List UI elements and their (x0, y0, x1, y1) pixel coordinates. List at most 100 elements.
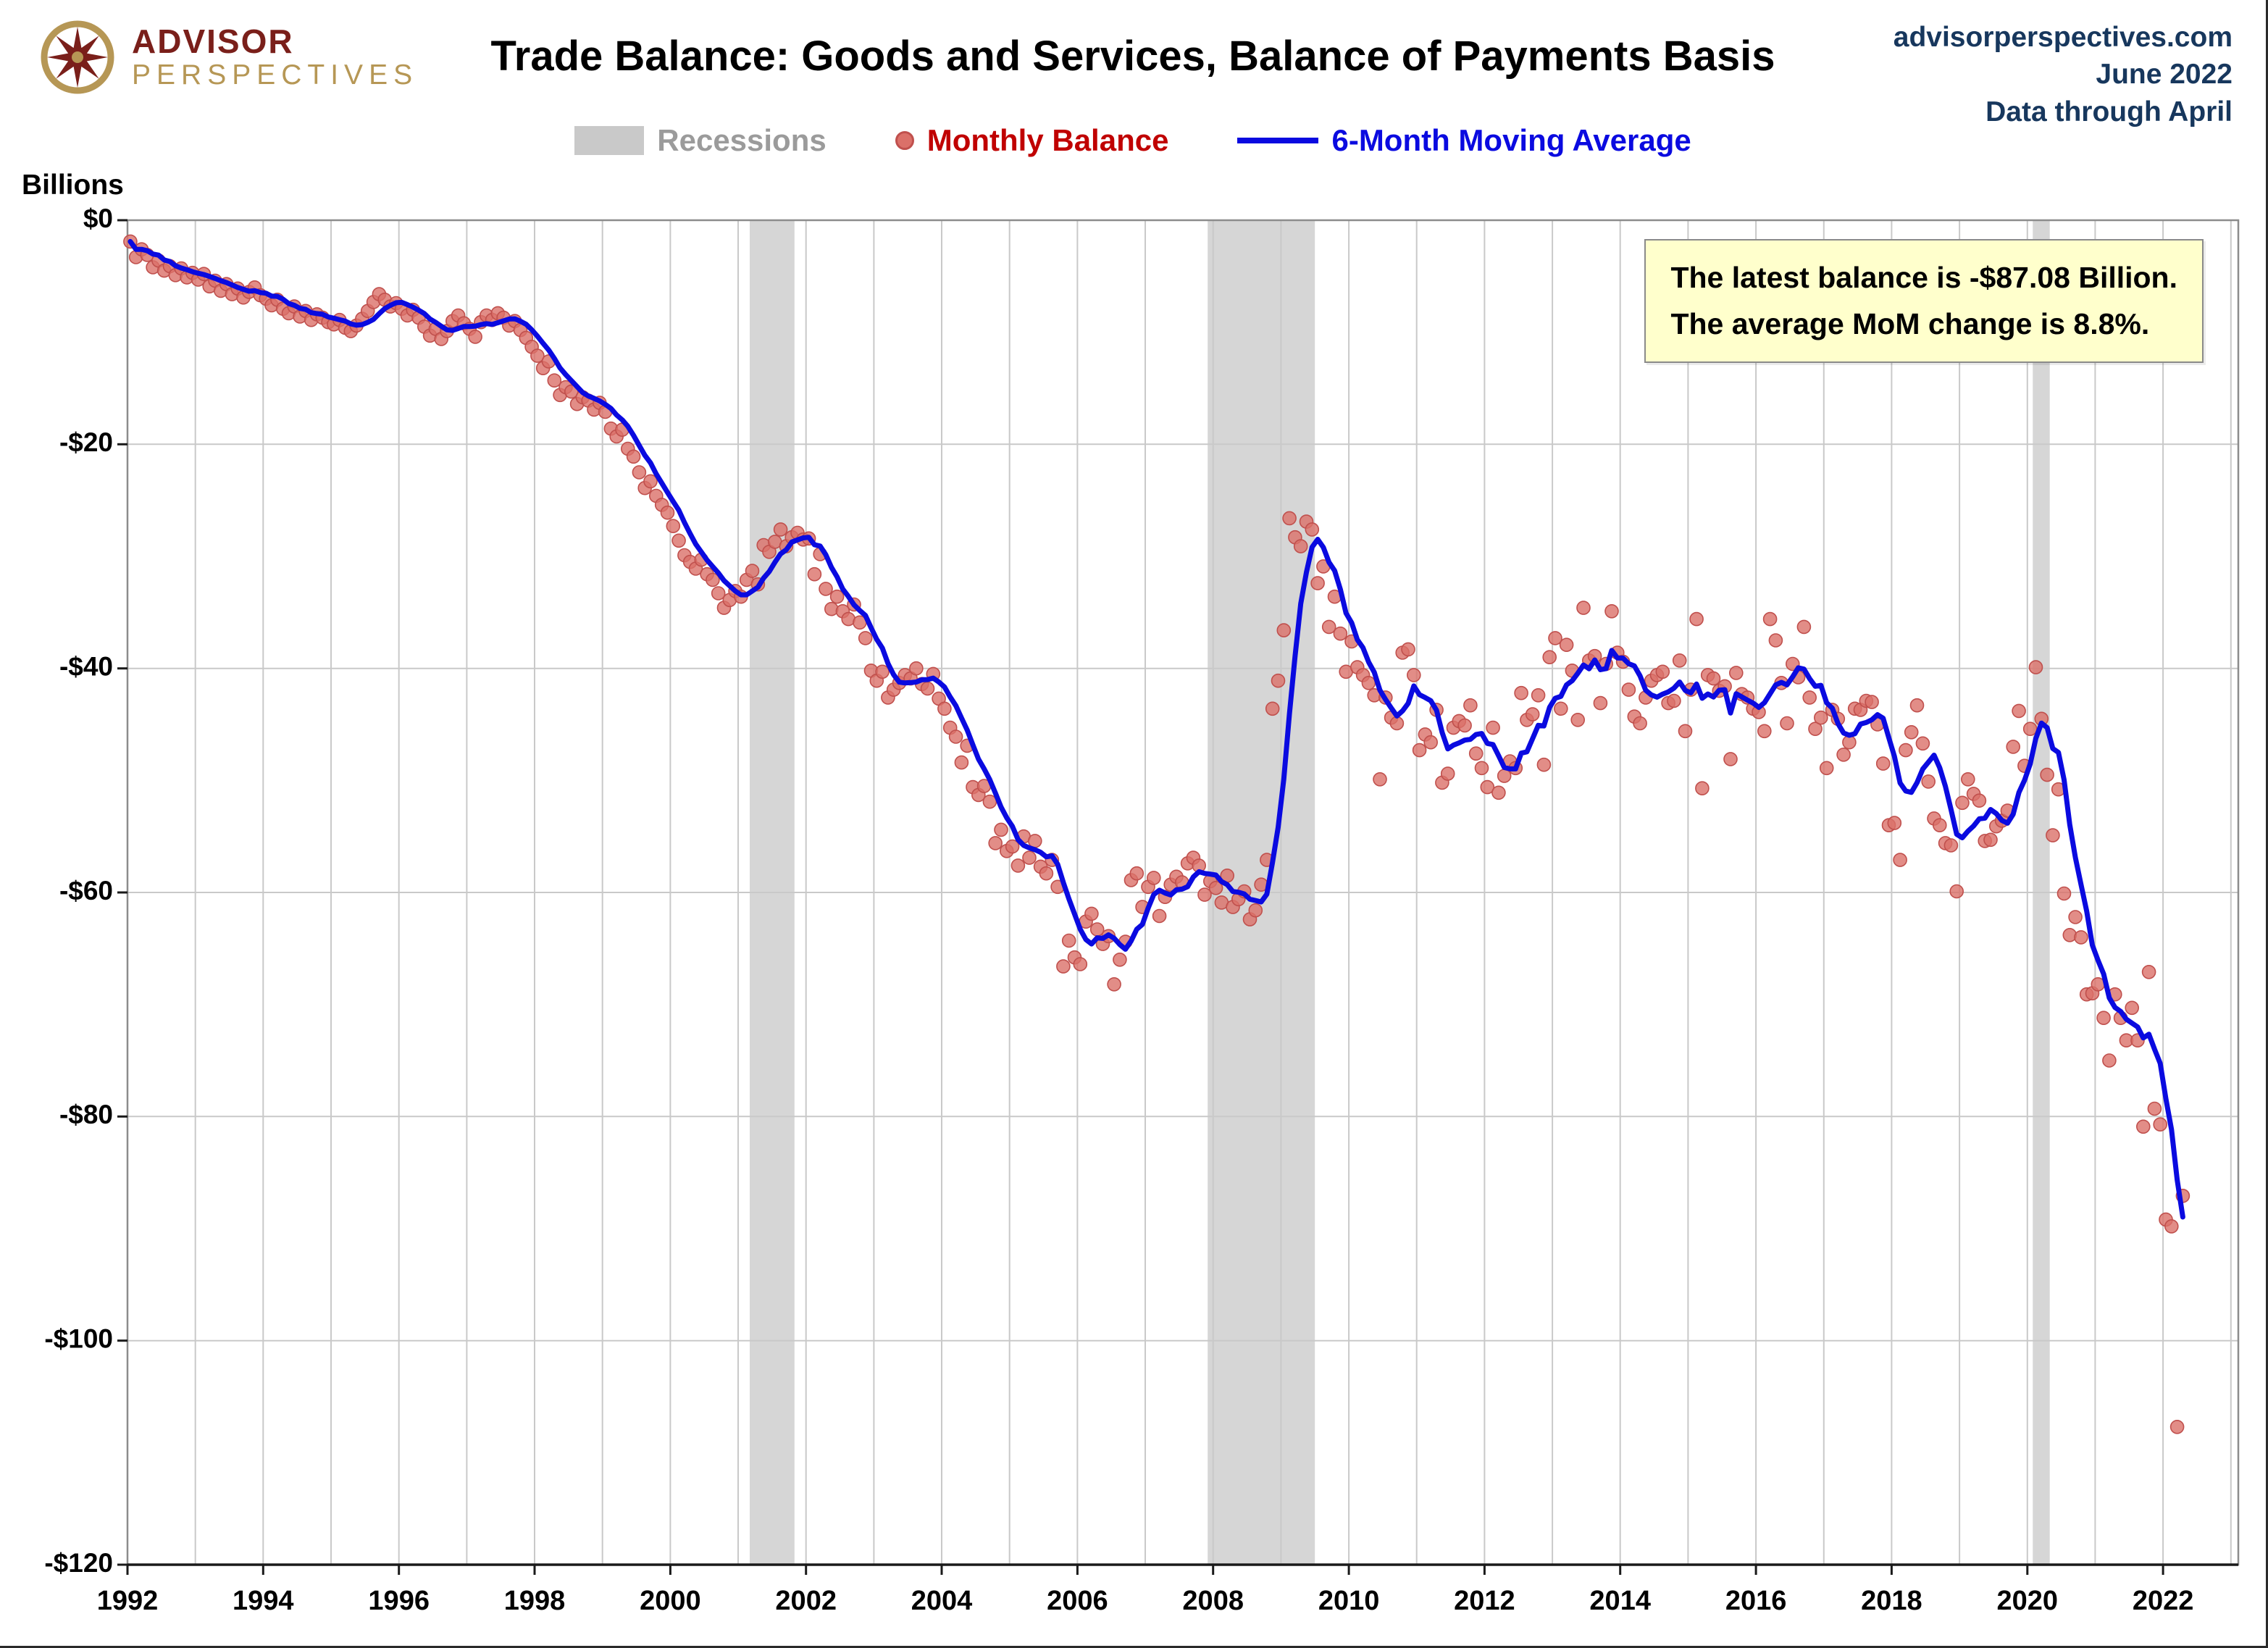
monthly-dot (1271, 673, 1286, 688)
monthly-dot (1373, 772, 1387, 787)
page-title: Trade Balance: Goods and Services, Balan… (490, 33, 1775, 80)
monthly-dot (1909, 698, 1925, 713)
monthly-dot (1796, 619, 1812, 635)
logo-text: ADVISOR PERSPECTIVES (132, 23, 418, 91)
x-tick-label: 2022 (2133, 1586, 2194, 1616)
y-tick-label: -$80 (59, 1100, 113, 1129)
monthly-dot (1915, 736, 1930, 751)
monthly-dot (1407, 668, 1421, 682)
monthly-dot (1248, 903, 1263, 918)
monthly-dot (2012, 703, 2026, 719)
monthly-dot (547, 373, 562, 388)
monthly-dot (2125, 1000, 2139, 1016)
monthly-dot (2028, 660, 2043, 674)
monthly-dot (1152, 908, 1167, 924)
x-tick-label: 2000 (640, 1586, 701, 1616)
monthly-dot (1604, 603, 1619, 619)
monthly-dot (1548, 631, 1562, 645)
callout-line1: The latest balance is -$87.08 Billion. (1670, 261, 2177, 294)
monthly-dot (2056, 886, 2072, 901)
monthly-dot (1005, 839, 1020, 854)
monthly-dot (1678, 724, 1693, 739)
monthly-dot (1808, 721, 1823, 737)
x-tick-label: 1996 (368, 1586, 430, 1616)
monthly-dot (773, 522, 788, 537)
monthly-dot (858, 631, 873, 645)
monthly-dot (1723, 752, 1738, 766)
recession-swatch (574, 126, 645, 155)
monthly-dot (909, 661, 924, 676)
monthly-dot (1943, 838, 1959, 853)
monthly-dot (1729, 666, 1744, 680)
monthly-dot (2040, 767, 2054, 782)
monthly-dot (1514, 685, 1528, 700)
monthly-dot (1865, 695, 1879, 709)
monthly-dot (1667, 693, 1681, 708)
legend-moving-average: 6-Month Moving Average (1237, 123, 1691, 158)
x-tick-label: 2016 (1725, 1586, 1787, 1616)
source-date: June 2022 (2096, 59, 2233, 91)
monthly-dot (824, 601, 839, 616)
monthly-dot (1468, 746, 1484, 761)
monthly-dot (1480, 779, 1495, 795)
monthly-dot (2153, 1117, 2167, 1132)
monthly-dot (807, 566, 822, 582)
monthly-dot (2169, 1420, 2185, 1434)
monthly-dot (1310, 576, 1325, 590)
monthly-dot (1762, 611, 1778, 627)
monthly-dot (875, 664, 890, 679)
y-axis-labels: $0 -$20 -$40 -$60 -$80 -$100 -$120 (44, 204, 127, 1578)
monthly-dot (1621, 682, 1636, 697)
legend-recessions-label: Recessions (657, 123, 827, 157)
monthly-dot (530, 348, 545, 363)
x-tick-label: 1994 (233, 1586, 294, 1616)
monthly-dot (1819, 761, 1834, 776)
monthly-dot (1972, 793, 1987, 808)
x-tick-label: 2004 (911, 1586, 973, 1616)
legend-recessions: Recessions (574, 123, 827, 158)
y-tick-label: -$60 (59, 876, 113, 905)
monthly-dot (1440, 766, 1455, 781)
monthly-dot (1412, 743, 1427, 758)
monthly-dot (1039, 866, 1054, 881)
monthly-dot (1768, 633, 1783, 648)
monthly-dot (1633, 716, 1647, 731)
monthly-dot (1536, 757, 1552, 772)
monthly-dot (671, 533, 686, 548)
monthly-dot (1887, 816, 1902, 830)
x-tick-label: 1992 (97, 1586, 159, 1616)
monthly-dot (954, 755, 969, 770)
legend-monthly-balance: Monthly Balance (895, 123, 1168, 158)
y-tick-label: -$120 (44, 1548, 113, 1578)
monthly-dot (1107, 977, 1121, 992)
monthly-dot (1010, 858, 1026, 873)
monthly-dot (2022, 721, 2038, 737)
monthly-dot (1463, 698, 1478, 713)
monthly-dot (1836, 748, 1851, 762)
monthly-dot (711, 586, 726, 601)
x-tick-label: 2018 (1861, 1586, 1922, 1616)
monthly-dot (1276, 623, 1292, 637)
monthly-dot (1474, 761, 1489, 776)
monthly-dot (1305, 522, 1320, 537)
monthly-dot (1899, 743, 1913, 758)
monthly-dot (994, 822, 1008, 837)
y-tick-label: $0 (83, 204, 113, 233)
monthly-dot (1554, 701, 1568, 716)
monthly-dot (2062, 928, 2077, 942)
x-tick-label: 2014 (1589, 1586, 1651, 1616)
monthly-dot (1802, 690, 1817, 705)
monthly-dot (1542, 650, 1557, 665)
monthly-dot (1056, 959, 1071, 974)
monthly-dot (1757, 724, 1772, 739)
monthly-dot (1208, 881, 1223, 895)
monthly-dot (1022, 850, 1037, 865)
latest-balance-callout: The latest balance is -$87.08 Billion. T… (1644, 239, 2204, 364)
monthly-dot (2074, 930, 2088, 945)
monthly-dot (643, 474, 658, 489)
monthly-dot (1333, 626, 1348, 641)
monthly-dot (920, 681, 935, 696)
x-tick-label: 2002 (775, 1586, 837, 1616)
monthly-dot (1197, 887, 1212, 902)
